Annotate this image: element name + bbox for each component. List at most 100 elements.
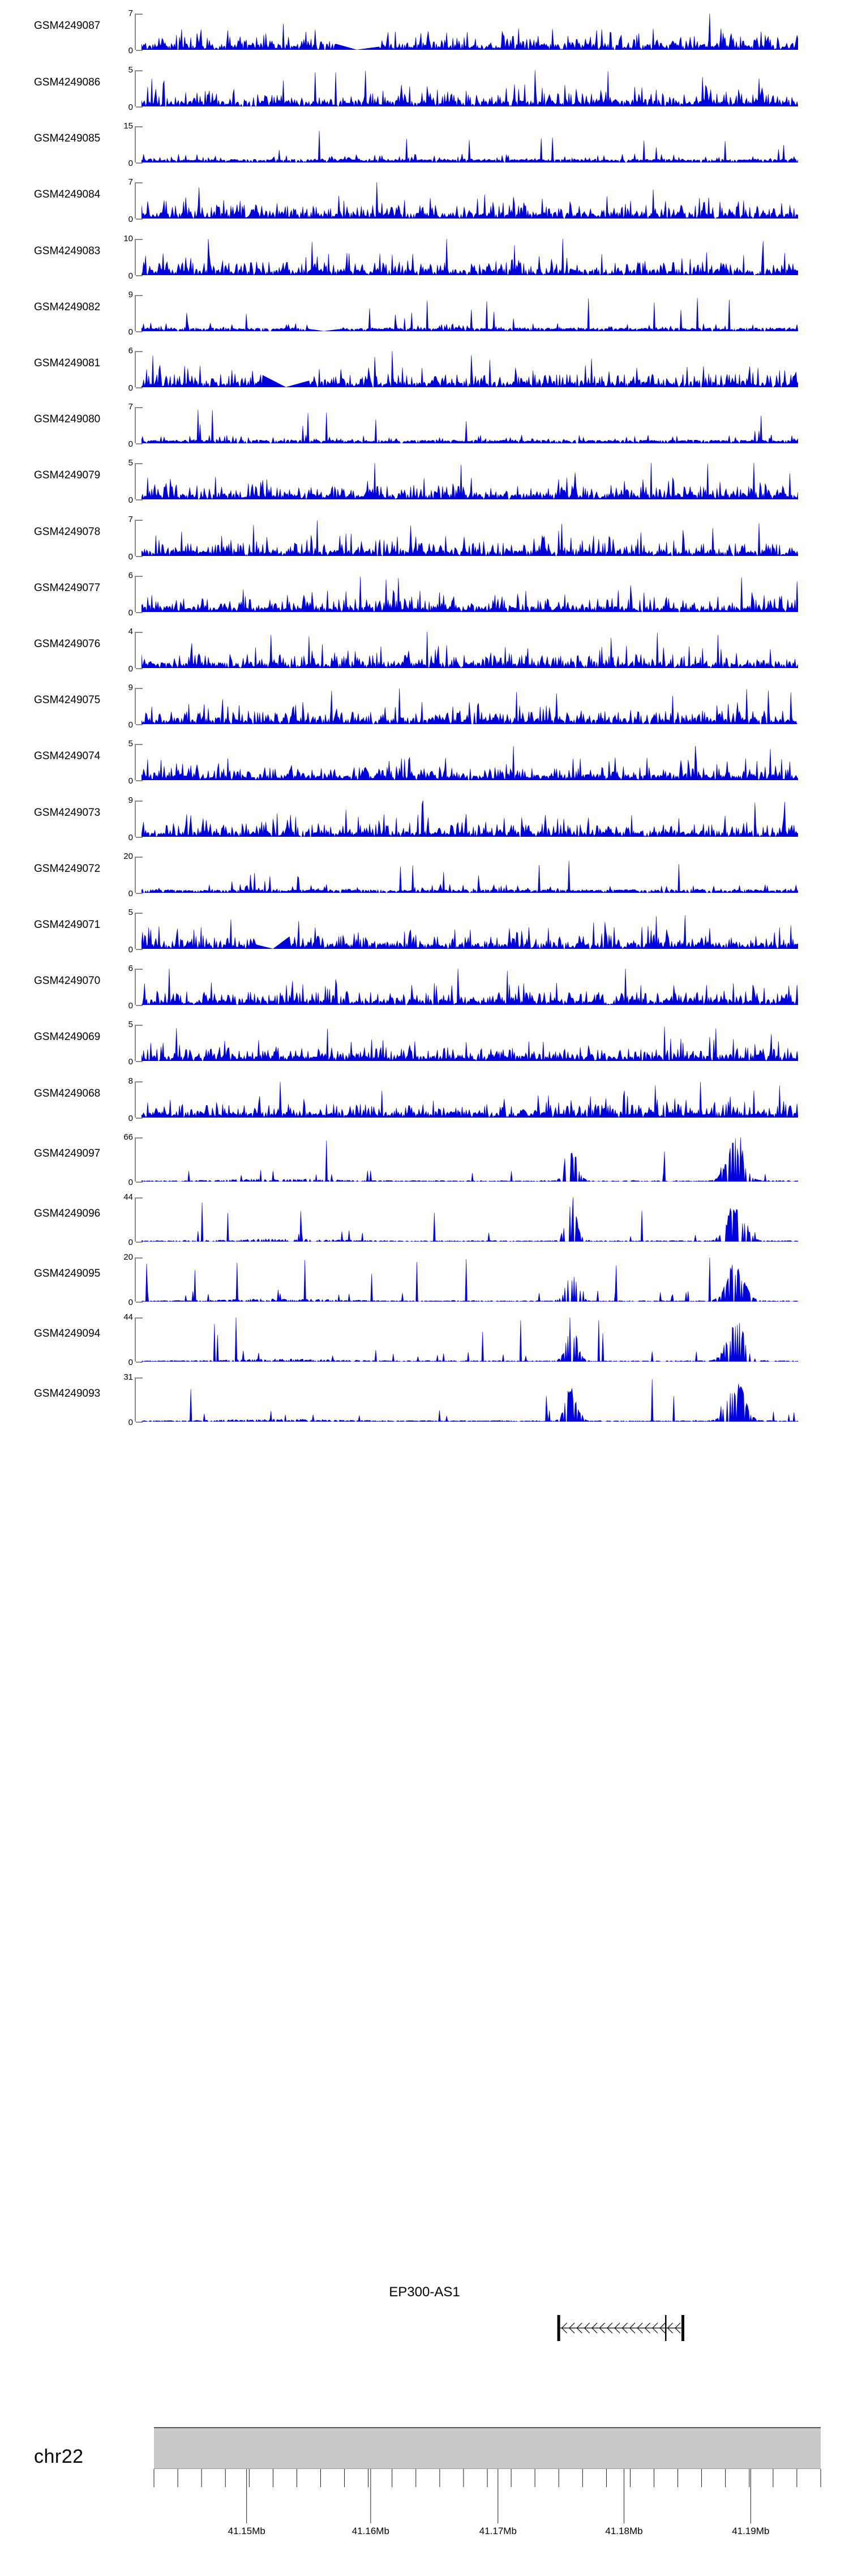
y-axis-max-label: 5	[128, 65, 133, 75]
y-axis-max-label: 9	[128, 795, 133, 805]
track-plot-area[interactable]	[142, 1317, 798, 1362]
y-axis-max-label: 9	[128, 683, 133, 693]
y-axis-min-label: 0	[128, 327, 133, 337]
track-sample-label: GSM4249097	[34, 1147, 101, 1159]
track-sample-label: GSM4249095	[34, 1267, 101, 1280]
track-plot-area[interactable]	[142, 913, 798, 949]
track-plot-area[interactable]	[142, 238, 798, 275]
track-sample-label: GSM4249078	[34, 525, 101, 538]
gene-annotation-track: EP300-AS1	[0, 2282, 849, 2372]
track-y-axis: 44 0	[123, 1313, 143, 1367]
coverage-track: GSM4249086 5 0	[0, 59, 849, 112]
track-plot-area[interactable]	[142, 632, 798, 668]
coverage-track: GSM4249096 44 0	[0, 1186, 849, 1247]
y-axis-max-label: 44	[123, 1312, 133, 1322]
coverage-track: GSM4249077 6 0	[0, 564, 849, 617]
track-plot-area[interactable]	[142, 14, 798, 50]
y-axis-min-label: 0	[128, 159, 133, 169]
y-axis-min-label: 0	[128, 1113, 133, 1123]
y-axis-max-label: 6	[128, 346, 133, 356]
track-sample-label: GSM4249084	[34, 189, 101, 201]
track-sample-label: GSM4249068	[34, 1087, 101, 1099]
track-plot-area[interactable]	[142, 1137, 798, 1182]
track-sample-label: GSM4249076	[34, 638, 101, 650]
y-axis-min-label: 0	[128, 46, 133, 55]
track-y-axis: 31 0	[123, 1373, 143, 1427]
y-axis-min-label: 0	[128, 495, 133, 506]
track-plot-area[interactable]	[142, 1257, 798, 1302]
track-plot-area[interactable]	[142, 295, 798, 331]
y-axis-max-label: 20	[123, 851, 133, 861]
y-axis-min-label: 0	[128, 215, 133, 225]
track-y-axis: 10 0	[123, 234, 143, 280]
y-axis-min-label: 0	[128, 832, 133, 842]
ideogram-bar[interactable]	[154, 2427, 821, 2469]
coverage-track: GSM4249093 31 0	[0, 1366, 849, 1427]
y-axis-min-label: 0	[128, 1001, 133, 1011]
track-sample-label: GSM4249079	[34, 469, 101, 482]
gene-model-glyph[interactable]	[142, 2311, 798, 2345]
track-sample-label: GSM4249086	[34, 76, 101, 88]
track-plot-area[interactable]	[142, 688, 798, 725]
track-sample-label: GSM4249069	[34, 1031, 101, 1043]
coverage-track: GSM4249078 7 0	[0, 508, 849, 561]
track-plot-area[interactable]	[142, 463, 798, 500]
track-sample-label: GSM4249070	[34, 975, 101, 987]
track-plot-area[interactable]	[142, 407, 798, 444]
track-plot-area[interactable]	[142, 351, 798, 387]
track-y-axis: 66 0	[123, 1133, 143, 1187]
track-plot-area[interactable]	[142, 70, 798, 106]
track-plot-area[interactable]	[142, 182, 798, 219]
track-plot-area[interactable]	[142, 969, 798, 1005]
track-plot-area[interactable]	[142, 800, 798, 837]
coverage-track: GSM4249082 9 0	[0, 284, 849, 336]
track-plot-area[interactable]	[142, 576, 798, 612]
coverage-track: GSM4249069 5 0	[0, 1013, 849, 1066]
track-y-axis: 44 0	[123, 1193, 143, 1247]
track-plot-area[interactable]	[142, 520, 798, 556]
y-axis-max-label: 15	[123, 121, 133, 131]
y-axis-min-label: 0	[128, 1057, 133, 1067]
y-axis-min-label: 0	[128, 102, 133, 112]
coverage-track: GSM4249083 10 0	[0, 228, 849, 280]
y-axis-max-label: 6	[128, 964, 133, 974]
y-axis-min-label: 0	[128, 1357, 133, 1367]
track-plot-area[interactable]	[142, 1081, 798, 1118]
track-sample-label: GSM4249082	[34, 301, 101, 313]
track-y-axis: 20 0	[123, 852, 143, 898]
track-plot-area[interactable]	[142, 126, 798, 163]
ruler-tick-label: 41.16Mb	[351, 2526, 389, 2536]
coverage-track: GSM4249072 20 0	[0, 845, 849, 898]
track-plot-area[interactable]	[142, 857, 798, 893]
track-plot-area[interactable]	[142, 1377, 798, 1422]
y-axis-min-label: 0	[128, 776, 133, 786]
track-plot-area[interactable]	[142, 744, 798, 781]
y-axis-min-label: 0	[128, 1177, 133, 1187]
y-axis-max-label: 7	[128, 514, 133, 524]
track-plot-area[interactable]	[142, 1025, 798, 1062]
coverage-track: GSM4249085 15 0	[0, 115, 849, 169]
y-axis-max-label: 8	[128, 1076, 133, 1086]
gene-name-label: EP300-AS1	[389, 2284, 460, 2300]
chromosome-axis-track: chr22 41.15Mb 41.16Mb 41.17Mb 41.18Mb 41.19M…	[0, 2398, 849, 2556]
coverage-track: GSM4249075 9 0	[0, 677, 849, 729]
y-axis-min-label: 0	[128, 551, 133, 562]
track-sample-label: GSM4249075	[34, 694, 101, 707]
track-sample-label: GSM4249080	[34, 413, 101, 426]
track-plot-area[interactable]	[142, 1197, 798, 1242]
y-axis-min-label: 0	[128, 1297, 133, 1307]
coverage-track: GSM4249073 9 0	[0, 789, 849, 842]
track-sample-label: GSM4249074	[34, 750, 101, 763]
track-sample-label: GSM4249093	[34, 1387, 101, 1400]
y-axis-min-label: 0	[128, 271, 133, 281]
